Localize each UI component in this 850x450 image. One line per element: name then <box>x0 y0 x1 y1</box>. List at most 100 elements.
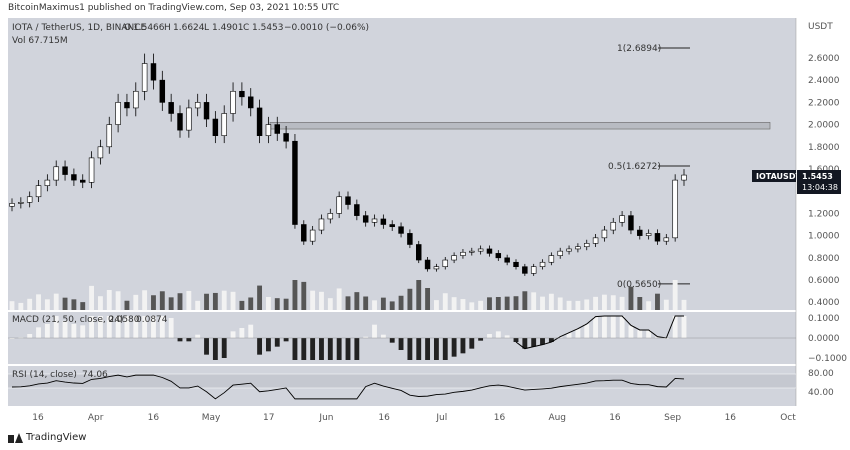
candle-body <box>115 102 121 125</box>
volume-bar <box>504 296 510 310</box>
candle-body <box>301 224 307 242</box>
volume-bar <box>407 288 413 310</box>
rsi-tick: 40.00 <box>808 388 834 398</box>
volume-bar <box>619 296 625 310</box>
macd-bar <box>495 331 501 338</box>
macd-bar <box>575 328 581 338</box>
candle-body <box>97 146 104 159</box>
volume-bar <box>248 297 254 310</box>
volume-bar <box>575 300 581 310</box>
volume-bar <box>433 300 439 310</box>
trading-chart[interactable]: 1(2.6894) 0.5(1.6272) 0(0.5650) IOTA / T… <box>0 16 850 430</box>
candle-body <box>203 102 210 120</box>
volume-bar <box>89 285 95 310</box>
candle-body <box>239 90 245 98</box>
candle-body <box>601 229 608 239</box>
symbol-badge[interactable] <box>752 170 796 182</box>
macd-bar <box>601 316 607 338</box>
macd-bar <box>133 316 139 338</box>
legend-open: 1.5466 <box>133 23 165 33</box>
candle-body <box>177 113 183 131</box>
volume-bar <box>540 296 545 310</box>
volume-bar <box>672 280 678 310</box>
candle-body <box>442 259 448 267</box>
volume-bar <box>195 300 201 310</box>
macd-bar <box>71 324 77 338</box>
volume-bar <box>451 297 457 310</box>
macd-bar <box>380 334 386 338</box>
candle-body <box>26 196 33 203</box>
volume-bar <box>265 297 271 310</box>
time-axis: 16 Apr 16 May 17 Jun 16 Jul 16 Aug 16 Sep 16 Oct <box>32 413 796 423</box>
time-tick: 16 <box>725 413 737 423</box>
resistance-zone[interactable] <box>269 122 771 130</box>
volume-bar <box>389 301 395 310</box>
price-tick: 2.2000 <box>808 98 840 108</box>
volume-bar <box>522 291 528 310</box>
candle-body <box>354 204 360 216</box>
candle-body <box>141 63 148 92</box>
macd-bar <box>124 316 130 338</box>
volume-bar <box>372 300 377 310</box>
candle-body <box>53 166 59 181</box>
legend-high: 1.6624 <box>173 23 205 33</box>
volume-bar <box>36 294 41 310</box>
macd-tick: 0.0000 <box>808 334 840 344</box>
macd-label: MACD (21, 50, close, 24) <box>12 315 124 325</box>
macd-bar <box>186 338 192 342</box>
macd-bar <box>610 316 616 338</box>
macd-bar <box>195 334 201 338</box>
candle-body <box>557 250 563 256</box>
price-panel[interactable] <box>8 18 796 310</box>
macd-bar <box>593 316 599 338</box>
volume-bar <box>106 290 112 310</box>
volume-bar <box>398 295 404 310</box>
volume-bar <box>186 290 192 310</box>
candle-body <box>513 261 519 267</box>
volume-bar <box>168 297 174 310</box>
candle-body <box>681 174 687 181</box>
candle-body <box>221 113 227 136</box>
macd-bar <box>168 318 174 338</box>
volume-bar <box>239 300 245 310</box>
candle-body <box>186 107 192 131</box>
volume-bar <box>637 297 643 310</box>
volume-bar <box>646 301 652 310</box>
candle-body <box>345 196 351 205</box>
candle-body <box>88 157 95 183</box>
macd-bar <box>301 338 307 360</box>
macd-bar <box>469 338 475 349</box>
macd-tick: 0.1000 <box>808 314 840 324</box>
volume-bar <box>27 298 33 310</box>
volume-bar <box>655 293 660 310</box>
macd-bar <box>248 324 254 338</box>
candle-body <box>469 250 475 253</box>
candle-body <box>380 218 387 225</box>
symbol-badge-label: IOTAUSDT <box>756 172 801 181</box>
macd-bar <box>53 316 59 338</box>
volume-bar <box>593 296 599 310</box>
candlestick-series <box>9 53 687 276</box>
candle-body <box>416 244 422 261</box>
candle-body <box>389 224 395 228</box>
time-tick: Apr <box>88 413 104 423</box>
rsi-band <box>8 374 796 388</box>
macd-bar <box>637 330 643 338</box>
macd-bar <box>433 338 439 360</box>
legend-volume: Vol 67.715M <box>12 36 68 46</box>
macd-bar <box>62 320 68 338</box>
volume-bar <box>380 297 386 310</box>
price-badge[interactable] <box>797 170 841 194</box>
macd-bar <box>407 338 413 360</box>
candle-body <box>133 90 139 109</box>
macd-tick: −0.1000 <box>808 354 847 364</box>
volume-bar <box>9 301 15 310</box>
rsi-tick: 80.00 <box>808 369 834 379</box>
candle-body <box>610 221 616 231</box>
volume-bar <box>628 286 634 310</box>
candle-body <box>592 237 599 244</box>
candle-body <box>265 124 272 136</box>
price-tick: 2.4000 <box>808 76 840 86</box>
volume-bar <box>257 285 263 310</box>
candle-body <box>530 266 537 274</box>
